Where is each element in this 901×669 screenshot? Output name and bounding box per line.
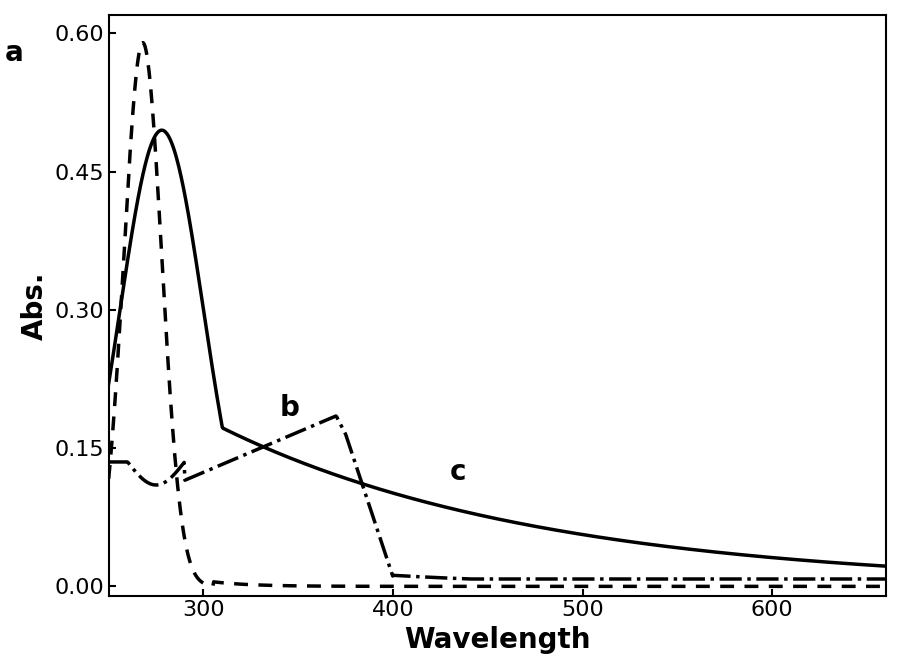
X-axis label: Wavelength: Wavelength xyxy=(404,626,590,654)
Text: c: c xyxy=(450,458,467,486)
Text: b: b xyxy=(279,394,299,422)
Y-axis label: Abs.: Abs. xyxy=(21,271,49,340)
Text: a: a xyxy=(5,39,23,67)
